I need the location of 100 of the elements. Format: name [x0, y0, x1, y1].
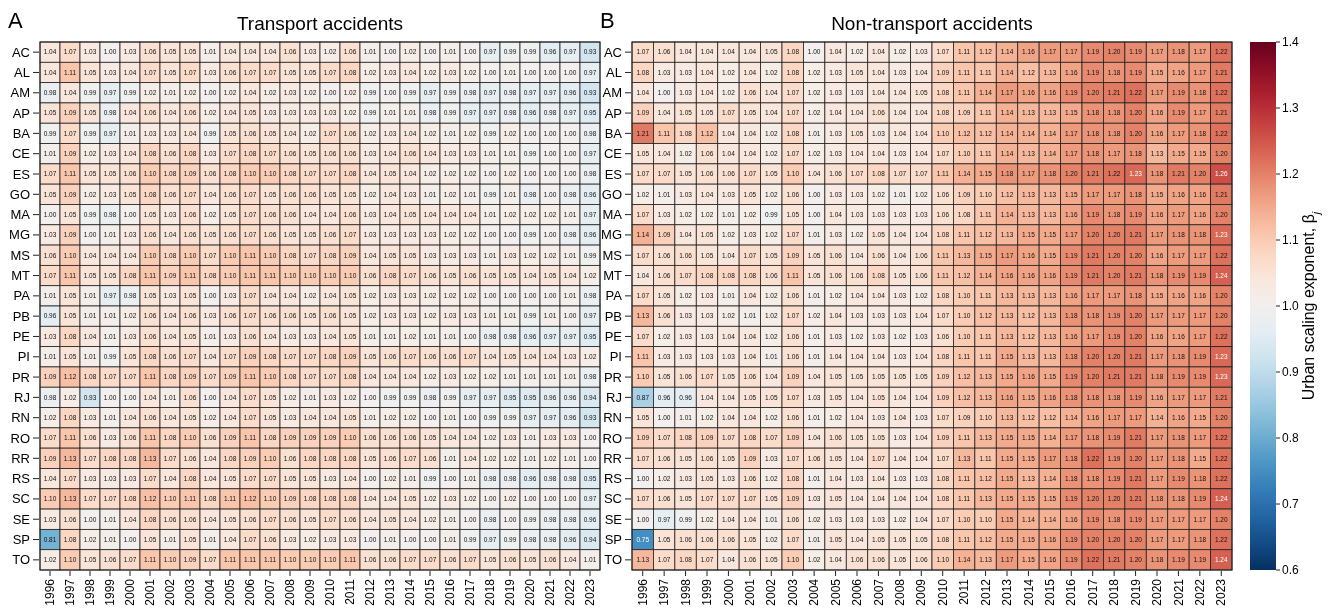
x-tick-label: 2023 — [583, 578, 598, 606]
y-tick-label: RJ — [14, 389, 30, 405]
y-tick-label: RS — [11, 471, 31, 487]
y-tick-label: RR — [603, 450, 622, 466]
y-tick-label: PA — [13, 288, 31, 304]
x-tick-label: 2005 — [223, 578, 238, 606]
x-tick-label: 2006 — [850, 578, 865, 606]
y-tick-label: SE — [12, 511, 31, 527]
y-tick-label: MT — [603, 268, 623, 284]
x-tick-label: 2010 — [935, 578, 950, 606]
y-tick-label: PE — [604, 329, 623, 345]
x-tick-label: 2001 — [143, 578, 158, 606]
y-tick-label: PR — [603, 369, 622, 385]
x-tick-label: 2022 — [563, 578, 578, 606]
y-tick-label: PB — [12, 308, 30, 324]
x-tick-label: 2003 — [785, 578, 800, 606]
x-tick-label: 2002 — [163, 578, 178, 606]
color-bar-label: 0.9 — [1282, 365, 1300, 380]
x-tick-label: 2014 — [1021, 578, 1036, 606]
x-tick-label: 2015 — [423, 578, 438, 606]
x-tick-label: 2017 — [1085, 578, 1100, 606]
x-tick-label: 2009 — [303, 578, 318, 606]
y-tick-label: RN — [603, 410, 622, 426]
y-tick-label: AC — [603, 44, 622, 60]
y-tick-label: SC — [603, 491, 622, 507]
y-tick-label: RR — [11, 450, 30, 466]
x-tick-label: 2020 — [523, 578, 538, 606]
y-tick-label: PI — [609, 349, 622, 365]
y-tick-label: RJ — [606, 389, 622, 405]
x-tick-label: 1996 — [43, 578, 58, 606]
color-bar-label: 1.2 — [1282, 167, 1300, 182]
y-tick-label: AP — [12, 105, 30, 121]
y-tick-label: AM — [10, 85, 30, 101]
y-tick-label: AM — [602, 85, 622, 101]
color-bar-label: 1.3 — [1282, 101, 1300, 116]
x-tick-label: 2012 — [363, 578, 378, 606]
y-tick-label: MS — [602, 247, 623, 263]
color-bar-label: 0.8 — [1282, 431, 1300, 446]
x-tick-label: 2004 — [203, 578, 218, 606]
color-bar-label: 0.7 — [1282, 497, 1300, 512]
y-tick-label: SC — [11, 491, 30, 507]
y-tick-label: PI — [17, 349, 30, 365]
x-tick-label: 2001 — [743, 578, 758, 606]
y-tick-label: AC — [11, 44, 30, 60]
x-tick-label: 2020 — [1150, 578, 1165, 606]
y-tick-label: MT — [11, 268, 31, 284]
x-tick-label: 2021 — [543, 578, 558, 606]
x-tick-label: 2004 — [807, 578, 822, 606]
y-tick-label: CE — [11, 146, 31, 162]
x-tick-label: 2006 — [243, 578, 258, 606]
x-tick-label: 2011 — [343, 578, 358, 605]
y-tick-label: SP — [604, 532, 622, 548]
x-tick-label: 2019 — [503, 578, 518, 606]
x-tick-label: 2000 — [123, 578, 138, 606]
x-tick-label: 2010 — [323, 578, 338, 606]
x-tick-label: 2013 — [383, 578, 398, 606]
x-tick-label: 2008 — [283, 578, 298, 606]
x-tick-label: 2022 — [1193, 578, 1208, 606]
y-tick-label: MS — [10, 247, 31, 263]
y-tick-label: SP — [12, 532, 30, 548]
y-tick-label: PE — [12, 329, 31, 345]
x-tick-label: 2017 — [463, 578, 478, 606]
y-tick-label: BA — [604, 125, 623, 141]
x-tick-label: 2015 — [1043, 578, 1058, 606]
text: B — [600, 8, 615, 33]
y-tick-label: GO — [601, 186, 622, 202]
y-tick-label: CE — [603, 146, 623, 162]
x-tick-label: 2019 — [1128, 578, 1143, 606]
y-tick-label: AL — [606, 65, 622, 81]
y-tick-label: MA — [10, 207, 31, 223]
x-tick-label: 1999 — [700, 578, 715, 606]
x-tick-label: 2023 — [1214, 578, 1229, 606]
x-tick-label: 2000 — [721, 578, 736, 606]
chart-title: Non-transport accidents — [831, 13, 1033, 34]
color-bar-label: 1.1 — [1282, 233, 1300, 248]
x-tick-label: 2003 — [183, 578, 198, 606]
y-tick-label: AL — [14, 65, 30, 81]
y-tick-label: PA — [605, 288, 623, 304]
y-tick-label: RN — [11, 410, 30, 426]
x-tick-label: 2007 — [263, 578, 278, 606]
y-tick-label: SE — [604, 511, 623, 527]
x-tick-label: 2011 — [957, 578, 972, 605]
color-bar-label: 1.0 — [1282, 299, 1300, 314]
x-tick-label: 1999 — [103, 578, 118, 606]
y-tick-label: RS — [603, 471, 623, 487]
x-tick-label: 2012 — [978, 578, 993, 606]
x-tick-label: 2016 — [443, 578, 458, 606]
x-tick-label: 1998 — [678, 578, 693, 606]
y-tick-label: AP — [604, 105, 622, 121]
x-tick-label: 1996 — [635, 578, 650, 606]
x-tick-label: 2014 — [403, 578, 418, 606]
x-tick-label: 2013 — [1000, 578, 1015, 606]
x-tick-label: 2018 — [483, 578, 498, 606]
x-tick-label: 2021 — [1171, 578, 1186, 606]
x-tick-label: 2009 — [914, 578, 929, 606]
x-tick-label: 1997 — [63, 578, 78, 606]
text: A — [8, 8, 23, 33]
y-tick-label: ES — [12, 166, 31, 182]
x-tick-label: 2002 — [764, 578, 779, 606]
y-tick-label: RO — [10, 430, 30, 446]
